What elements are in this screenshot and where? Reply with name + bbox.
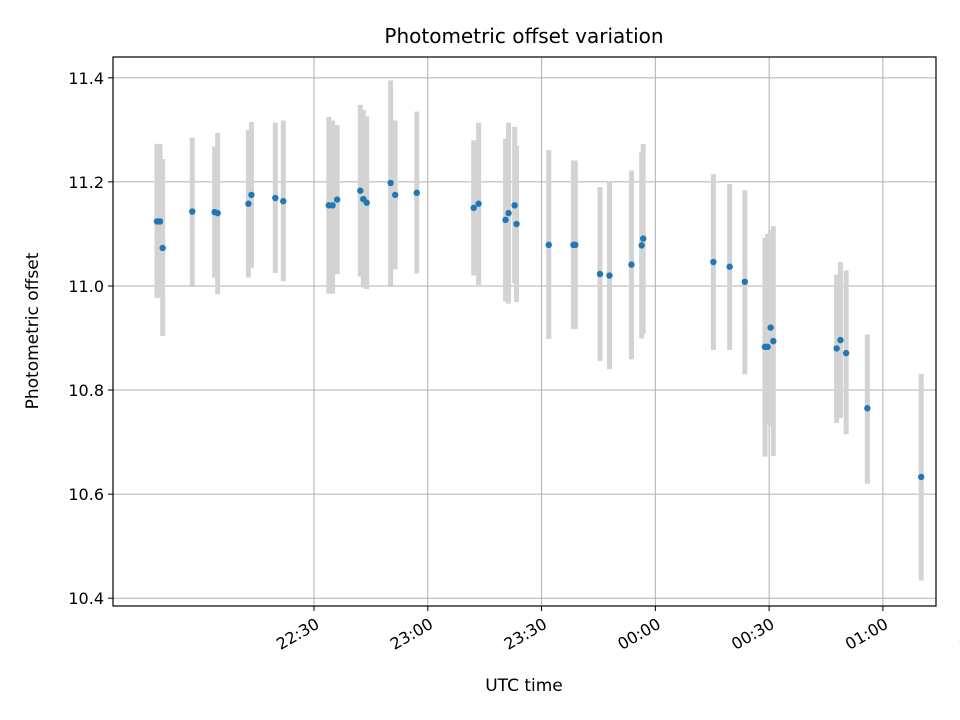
- y-tick-label: 10.6: [68, 485, 104, 504]
- data-point: [357, 187, 364, 194]
- y-tick-label: 11.4: [68, 69, 104, 88]
- y-tick-label: 10.8: [68, 381, 104, 400]
- data-point: [272, 194, 279, 202]
- plot-frame: [112, 56, 937, 607]
- y-axis-ticks: 10.4 10.6 10.8 11.0 11.2 11.4: [68, 69, 113, 608]
- data-point: [572, 241, 579, 249]
- y-axis-label: Photometric offset: [23, 252, 43, 409]
- data-point: [387, 179, 394, 187]
- data-point: [511, 202, 518, 209]
- data-point: [245, 200, 252, 207]
- data-point: [475, 200, 482, 207]
- data-point: [628, 261, 635, 268]
- data-point: [413, 189, 420, 197]
- data-point: [918, 473, 925, 481]
- chart-title: Photometric offset variation: [384, 24, 663, 48]
- data-point: [470, 204, 477, 212]
- data-point: [640, 235, 647, 242]
- data-point: [606, 272, 613, 279]
- y-tick-label: 11.2: [68, 173, 104, 192]
- data-point: [329, 202, 336, 209]
- data-point: [545, 241, 552, 249]
- data-points: [153, 179, 925, 481]
- data-point: [280, 197, 287, 205]
- y-tick-label: 11.0: [68, 277, 104, 296]
- data-point: [833, 345, 840, 352]
- data-point: [505, 209, 512, 217]
- x-axis-label: UTC time: [485, 676, 563, 696]
- data-point: [156, 218, 164, 225]
- data-point: [189, 208, 196, 215]
- data-point: [596, 270, 604, 278]
- data-point: [710, 258, 717, 266]
- data-point: [363, 199, 370, 206]
- data-point: [864, 405, 871, 412]
- data-point: [159, 244, 166, 252]
- data-point: [741, 278, 749, 286]
- data-point: [837, 336, 844, 344]
- data-point: [214, 209, 221, 217]
- data-point: [513, 220, 520, 228]
- data-point: [248, 191, 255, 199]
- data-point: [333, 196, 341, 203]
- data-point: [767, 324, 774, 331]
- data-point: [842, 349, 850, 357]
- data-point: [502, 216, 509, 224]
- data-point: [391, 191, 399, 199]
- data-point: [770, 337, 777, 345]
- y-tick-label: 10.4: [68, 589, 104, 608]
- data-point: [638, 242, 645, 249]
- data-point: [726, 263, 733, 270]
- data-point: [764, 343, 771, 351]
